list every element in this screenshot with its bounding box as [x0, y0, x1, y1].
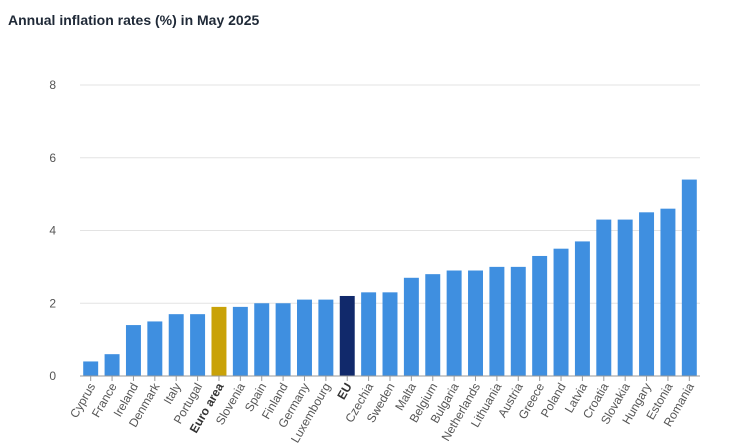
y-tick-label-0: 0: [49, 369, 56, 383]
x-label-eu: EU: [334, 381, 354, 402]
bar-austria[interactable]: [510, 266, 526, 376]
bar-greece[interactable]: [532, 255, 548, 376]
bar-latvia[interactable]: [574, 241, 590, 376]
y-axis-tick-labels: 0 2 4 6 8: [49, 78, 56, 383]
bars: [83, 179, 697, 376]
bar-malta[interactable]: [403, 277, 419, 376]
bar-portugal[interactable]: [190, 314, 206, 376]
bar-lithuania[interactable]: [489, 266, 505, 376]
y-tick-label-8: 8: [49, 78, 56, 92]
y-tick-label-4: 4: [49, 224, 56, 238]
bar-slovakia[interactable]: [617, 219, 633, 376]
x-axis-category-labels: CyprusFranceIrelandDenmarkItalyPortugalE…: [67, 380, 697, 443]
bar-slovenia[interactable]: [232, 306, 248, 376]
bar-france[interactable]: [104, 354, 120, 376]
bar-belgium[interactable]: [425, 274, 441, 376]
bar-romania[interactable]: [681, 179, 697, 376]
bar-euro-area[interactable]: [211, 306, 227, 376]
bar-croatia[interactable]: [596, 219, 612, 376]
bar-poland[interactable]: [553, 248, 569, 376]
bar-germany[interactable]: [297, 299, 312, 376]
bar-cyprus[interactable]: [83, 361, 99, 376]
x-axis: [80, 375, 700, 381]
bar-hungary[interactable]: [639, 212, 655, 376]
y-tick-label-2: 2: [49, 296, 56, 310]
bar-sweden[interactable]: [382, 292, 398, 376]
bar-ireland[interactable]: [125, 325, 141, 376]
bar-italy[interactable]: [168, 314, 184, 376]
bar-denmark[interactable]: [147, 321, 163, 376]
bar-czechia[interactable]: [361, 292, 377, 376]
bar-spain[interactable]: [254, 303, 270, 376]
chart-title: Annual inflation rates (%) in May 2025: [8, 12, 260, 28]
bar-netherlands[interactable]: [468, 270, 483, 376]
bar-estonia[interactable]: [660, 208, 676, 376]
bar-bulgaria[interactable]: [446, 270, 462, 376]
y-tick-label-6: 6: [49, 151, 56, 165]
bar-luxembourg[interactable]: [318, 299, 334, 376]
bar-eu[interactable]: [339, 295, 355, 376]
bar-finland[interactable]: [275, 303, 291, 376]
